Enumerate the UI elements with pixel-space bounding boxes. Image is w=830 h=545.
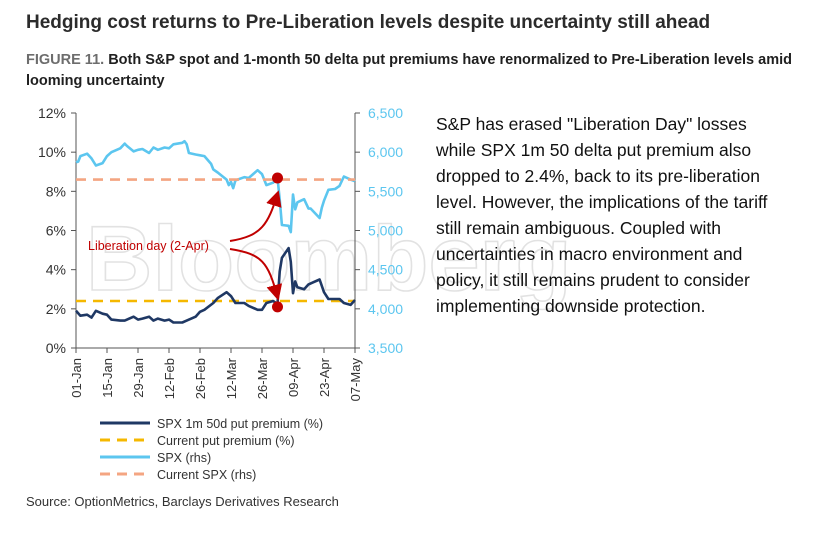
figure-label: FIGURE 11. bbox=[26, 52, 105, 68]
put-premium-line bbox=[75, 246, 356, 324]
annotation-label: Liberation day (2-Apr) bbox=[88, 239, 209, 253]
x-tick-label: 07-May bbox=[348, 358, 363, 402]
y-left-tick-label: 8% bbox=[46, 183, 66, 199]
y-left-tick-label: 6% bbox=[46, 223, 66, 239]
commentary-text: S&P has erased "Liberation Day" losses w… bbox=[436, 114, 768, 316]
x-tick-label: 26-Mar bbox=[255, 357, 270, 399]
annotation-arrow-up bbox=[229, 190, 282, 242]
x-tick-label: 29-Jan bbox=[131, 358, 146, 398]
x-tick-label: 12-Feb bbox=[162, 358, 177, 399]
liberation-day-marker bbox=[272, 301, 283, 313]
y-right-tick-label: 4,000 bbox=[368, 301, 403, 317]
y-left-tick-label: 2% bbox=[46, 301, 66, 317]
headline: Hedging cost returns to Pre-Liberation l… bbox=[26, 12, 711, 33]
x-tick-label: 09-Apr bbox=[286, 357, 301, 397]
liberation-day-marker bbox=[272, 172, 283, 184]
x-tick-label: 12-Mar bbox=[224, 357, 239, 399]
legend-label: SPX (rhs) bbox=[157, 451, 211, 465]
y-right-tick-label: 5,000 bbox=[368, 223, 403, 239]
y-left-tick-label: 0% bbox=[46, 340, 66, 356]
y-right-tick-label: 4,500 bbox=[368, 262, 403, 278]
source-note: Source: OptionMetrics, Barclays Derivati… bbox=[26, 494, 339, 509]
annotation-arrow-down bbox=[229, 248, 283, 301]
y-right-tick-label: 5,500 bbox=[368, 183, 403, 199]
legend-label: Current SPX (rhs) bbox=[157, 468, 256, 482]
x-tick-label: 01-Jan bbox=[69, 358, 84, 398]
y-left-tick-label: 4% bbox=[46, 262, 66, 278]
legend-label: Current put premium (%) bbox=[157, 434, 295, 448]
legend: SPX 1m 50d put premium (%) Current put pr… bbox=[100, 417, 323, 482]
y-left-tick-label: 12% bbox=[38, 105, 66, 121]
x-tick-label: 15-Jan bbox=[100, 358, 115, 398]
spx-line bbox=[75, 139, 356, 234]
y-left-tick-label: 10% bbox=[38, 144, 66, 160]
figure-caption: FIGURE 11. Both S&P spot and 1-month 50 … bbox=[26, 50, 816, 92]
y-right-tick-label: 6,000 bbox=[368, 144, 403, 160]
x-tick-label: 26-Feb bbox=[193, 358, 208, 399]
figure-caption-text: Both S&P spot and 1-month 50 delta put p… bbox=[26, 52, 792, 89]
watermark-text: Bloomberg bbox=[86, 208, 572, 310]
x-tick-label: 23-Apr bbox=[317, 357, 332, 397]
y-right-tick-label: 6,500 bbox=[368, 105, 403, 121]
y-right-tick-label: 3,500 bbox=[368, 340, 403, 356]
legend-label: SPX 1m 50d put premium (%) bbox=[157, 417, 323, 431]
